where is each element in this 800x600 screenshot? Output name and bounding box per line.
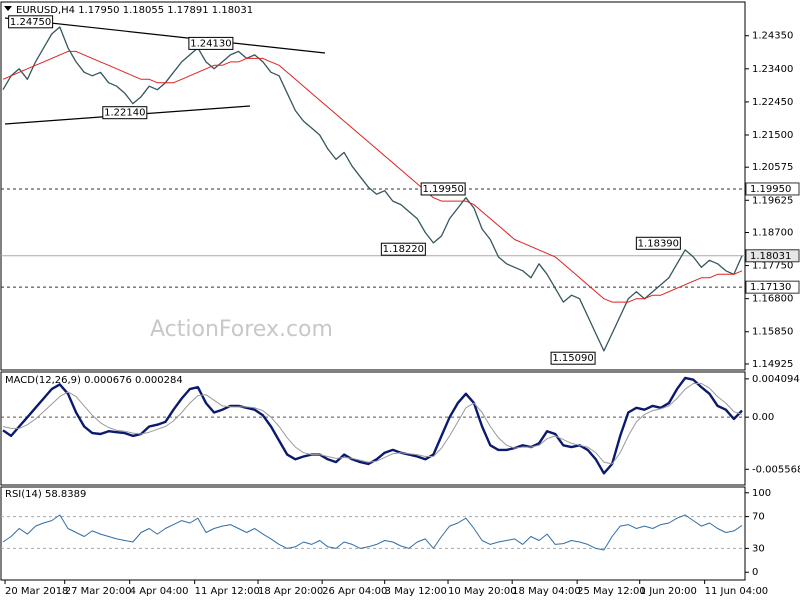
series-line <box>2 26 743 352</box>
chart-title: EURUSD,H4 1.17950 1.18055 1.17891 1.1803… <box>16 5 253 16</box>
annotation-box <box>550 351 596 365</box>
x-tick-label: 11 Apr 12:00 <box>195 586 260 597</box>
y-tick-label: 1.22450 <box>752 97 793 108</box>
x-tick-label: 10 May 20:00 <box>448 586 517 597</box>
x-tick-label: 26 Apr 04:00 <box>322 586 387 597</box>
y-tick-label: 1.23400 <box>752 64 793 75</box>
y-tick-label: 1.24350 <box>752 31 793 42</box>
trendline <box>4 17 326 54</box>
level-label-box <box>745 182 800 196</box>
level-label-box <box>745 280 800 294</box>
y-tick-label: 0.00 <box>752 412 774 423</box>
annotation-box <box>420 182 466 196</box>
annotation-box <box>102 106 148 120</box>
y-tick-label: 70 <box>752 512 765 523</box>
x-tick-label: 25 May 12:00 <box>577 586 646 597</box>
annotation-label: 1.19950 <box>422 184 463 195</box>
series-line <box>2 514 743 551</box>
annotation-label: 1.18220 <box>383 244 424 255</box>
series-line <box>2 383 743 465</box>
x-tick-label: 1 Jun 20:00 <box>640 586 697 597</box>
annotation-label: 1.22140 <box>104 108 145 119</box>
y-tick-label: 100 <box>752 488 771 499</box>
watermark: ActionForex.com <box>150 317 333 342</box>
level-label: 1.17130 <box>750 282 791 293</box>
x-tick-label: 27 Mar 20:00 <box>65 586 132 597</box>
y-tick-label: 1.21500 <box>752 130 793 141</box>
y-tick-label: 1.19625 <box>752 195 793 206</box>
macd-title: MACD(12,26,9) 0.000676 0.000284 <box>5 375 183 386</box>
y-tick-label: -0.005568 <box>752 464 800 475</box>
x-tick-label: 18 May 04:00 <box>512 586 581 597</box>
y-tick-label: 0.004094 <box>752 374 800 385</box>
x-tick-label: 18 Apr 20:00 <box>258 586 323 597</box>
x-tick-label: 20 Mar 2018 <box>5 586 68 597</box>
macd-frame <box>0 371 746 486</box>
annotation-box <box>8 15 54 29</box>
annotation-box <box>188 36 234 50</box>
rsi-frame <box>0 486 746 581</box>
annotation-box <box>380 242 426 256</box>
x-tick-label: 4 Apr 04:00 <box>130 586 189 597</box>
level-label: 1.19950 <box>750 184 791 195</box>
price-frame <box>0 1 746 371</box>
level-label: 1.18031 <box>750 251 791 262</box>
series-line <box>2 50 743 303</box>
x-tick-label: 11 Jun 04:00 <box>705 586 769 597</box>
y-tick-label: 1.16800 <box>752 294 793 305</box>
y-tick-label: 1.18700 <box>752 227 793 238</box>
rsi-title: RSI(14) 58.8389 <box>5 489 86 500</box>
annotation-box <box>635 236 681 250</box>
x-tick-label: 3 May 12:00 <box>385 586 447 597</box>
y-tick-label: 1.15850 <box>752 327 793 338</box>
y-tick-label: 30 <box>752 543 765 554</box>
annotation-label: 1.24750 <box>10 17 51 28</box>
annotation-label: 1.24130 <box>190 38 231 49</box>
y-tick-label: 0 <box>752 567 758 578</box>
y-tick-label: 1.14925 <box>752 359 793 370</box>
y-tick-label: 1.20575 <box>752 162 793 173</box>
annotation-label: 1.18390 <box>638 238 679 249</box>
menu-arrow <box>4 6 12 11</box>
level-label-box <box>745 249 800 263</box>
annotation-label: 1.15090 <box>552 353 593 364</box>
y-tick-label: 1.17750 <box>752 261 793 272</box>
